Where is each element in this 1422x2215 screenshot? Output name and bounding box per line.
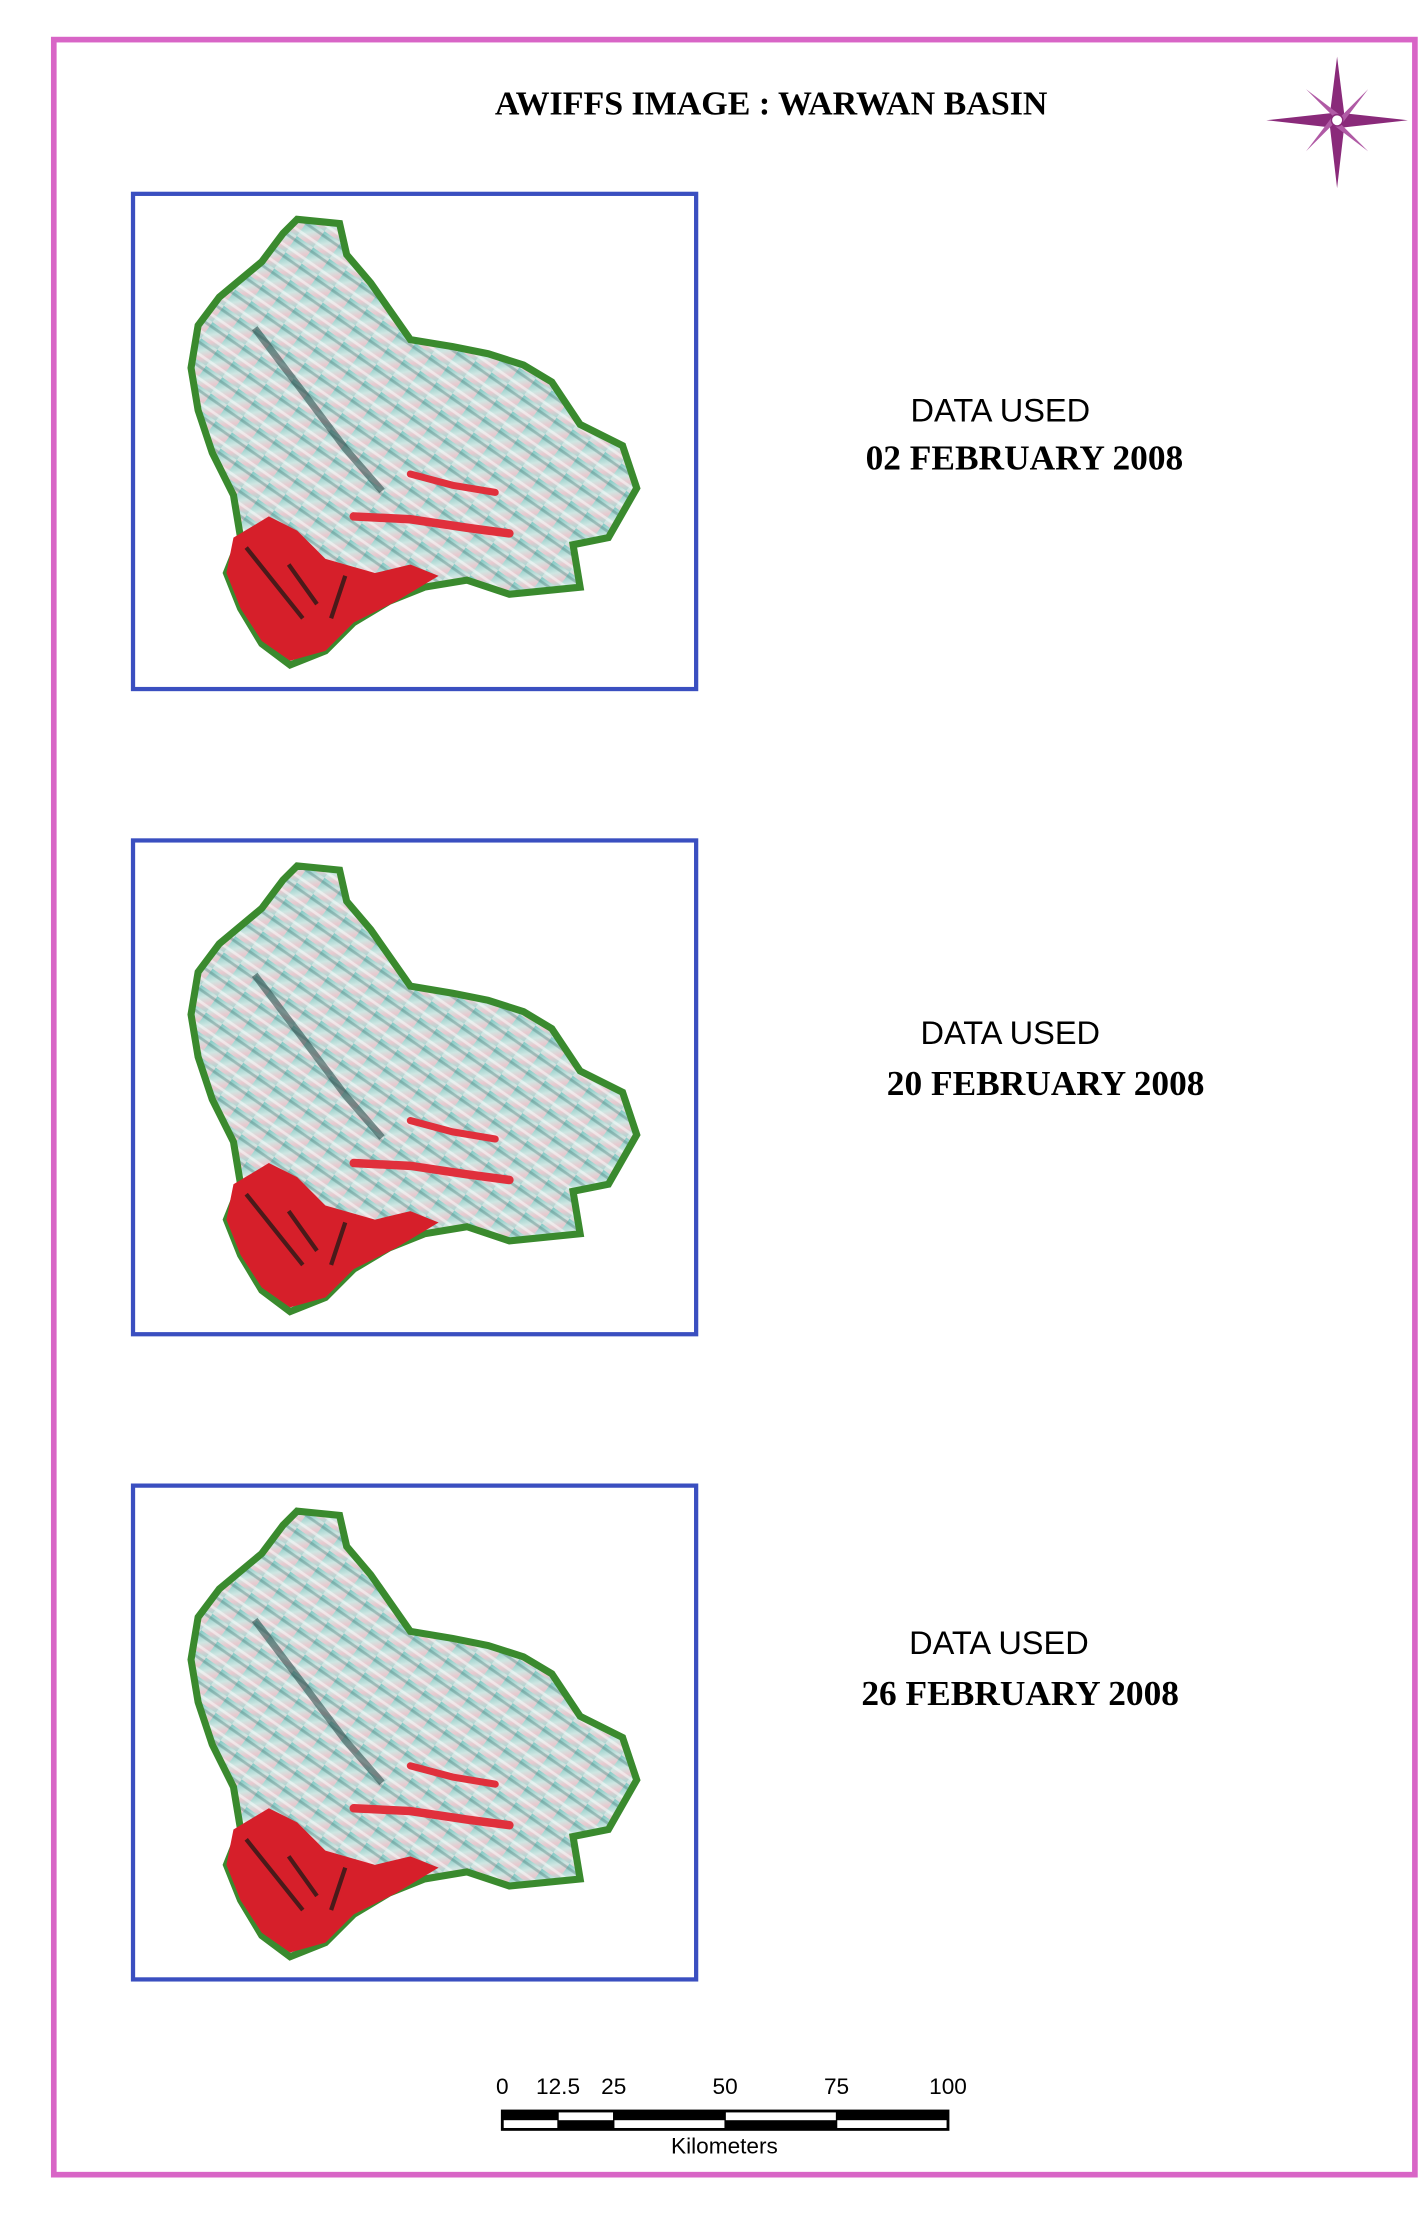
scale-tick-label: 50 [713,2074,738,2099]
scale-segment [502,2111,559,2121]
panel-label: DATA USED [909,1625,1089,1661]
page-border [50,36,1418,2178]
panel-frame [130,838,699,1337]
panel-date: 26 FEBRUARY 2008 [861,1673,1179,1713]
scale-unit: Kilometers [671,2133,778,2158]
map-title: AWIFFS IMAGE : WARWAN BASIN [495,86,1048,123]
scale-segment [613,2111,726,2121]
scale-tick-label: 25 [601,2074,626,2099]
scale-segment [558,2120,614,2130]
basin-image [191,1511,637,1957]
scale-tick-label: 12.5 [536,2074,580,2099]
scale-bar: 0 12.5 25 50 75 100 [496,2074,967,2131]
panel-date: 02 FEBRUARY 2008 [866,438,1184,478]
scale-segment [725,2120,837,2130]
basin-image [191,219,637,665]
panel-frame [130,191,699,692]
scale-tick-label: 0 [496,2074,509,2099]
panel-date: 20 FEBRUARY 2008 [887,1063,1205,1103]
basin-image [191,866,637,1312]
north-arrow [1266,56,1408,189]
panel-label: DATA USED [911,393,1091,429]
scale-tick-label: 100 [929,2074,967,2099]
scale-segment [836,2111,948,2121]
panel-frame [130,1483,699,1982]
scale-tick-label: 75 [824,2074,849,2099]
panel-label: DATA USED [920,1015,1100,1051]
